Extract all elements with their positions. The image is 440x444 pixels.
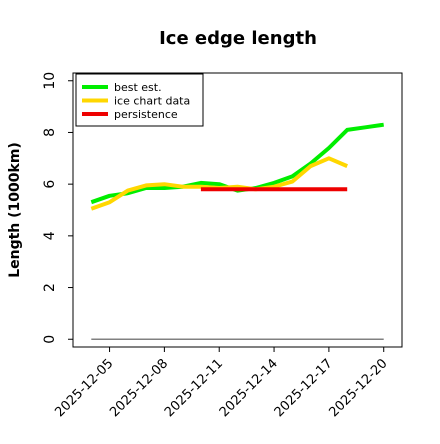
legend-label: ice chart data <box>114 95 190 108</box>
y-axis-ticks: 0 2 4 6 8 10 <box>42 72 73 344</box>
y-tick-label: 6 <box>42 180 58 189</box>
plot-frame <box>72 72 403 348</box>
y-tick-label: 2 <box>42 283 58 292</box>
legend-label: best est. <box>114 81 162 94</box>
y-tick-label: 8 <box>42 128 58 137</box>
y-tick-label: 4 <box>42 231 58 240</box>
y-axis-label: Length (1000km) <box>7 142 23 278</box>
y-tick-label: 10 <box>42 72 58 90</box>
chart-title: Ice edge length <box>159 28 317 49</box>
series-layer <box>90 122 384 340</box>
legend-label: persistence <box>114 108 178 121</box>
y-tick-label: 0 <box>42 335 58 344</box>
